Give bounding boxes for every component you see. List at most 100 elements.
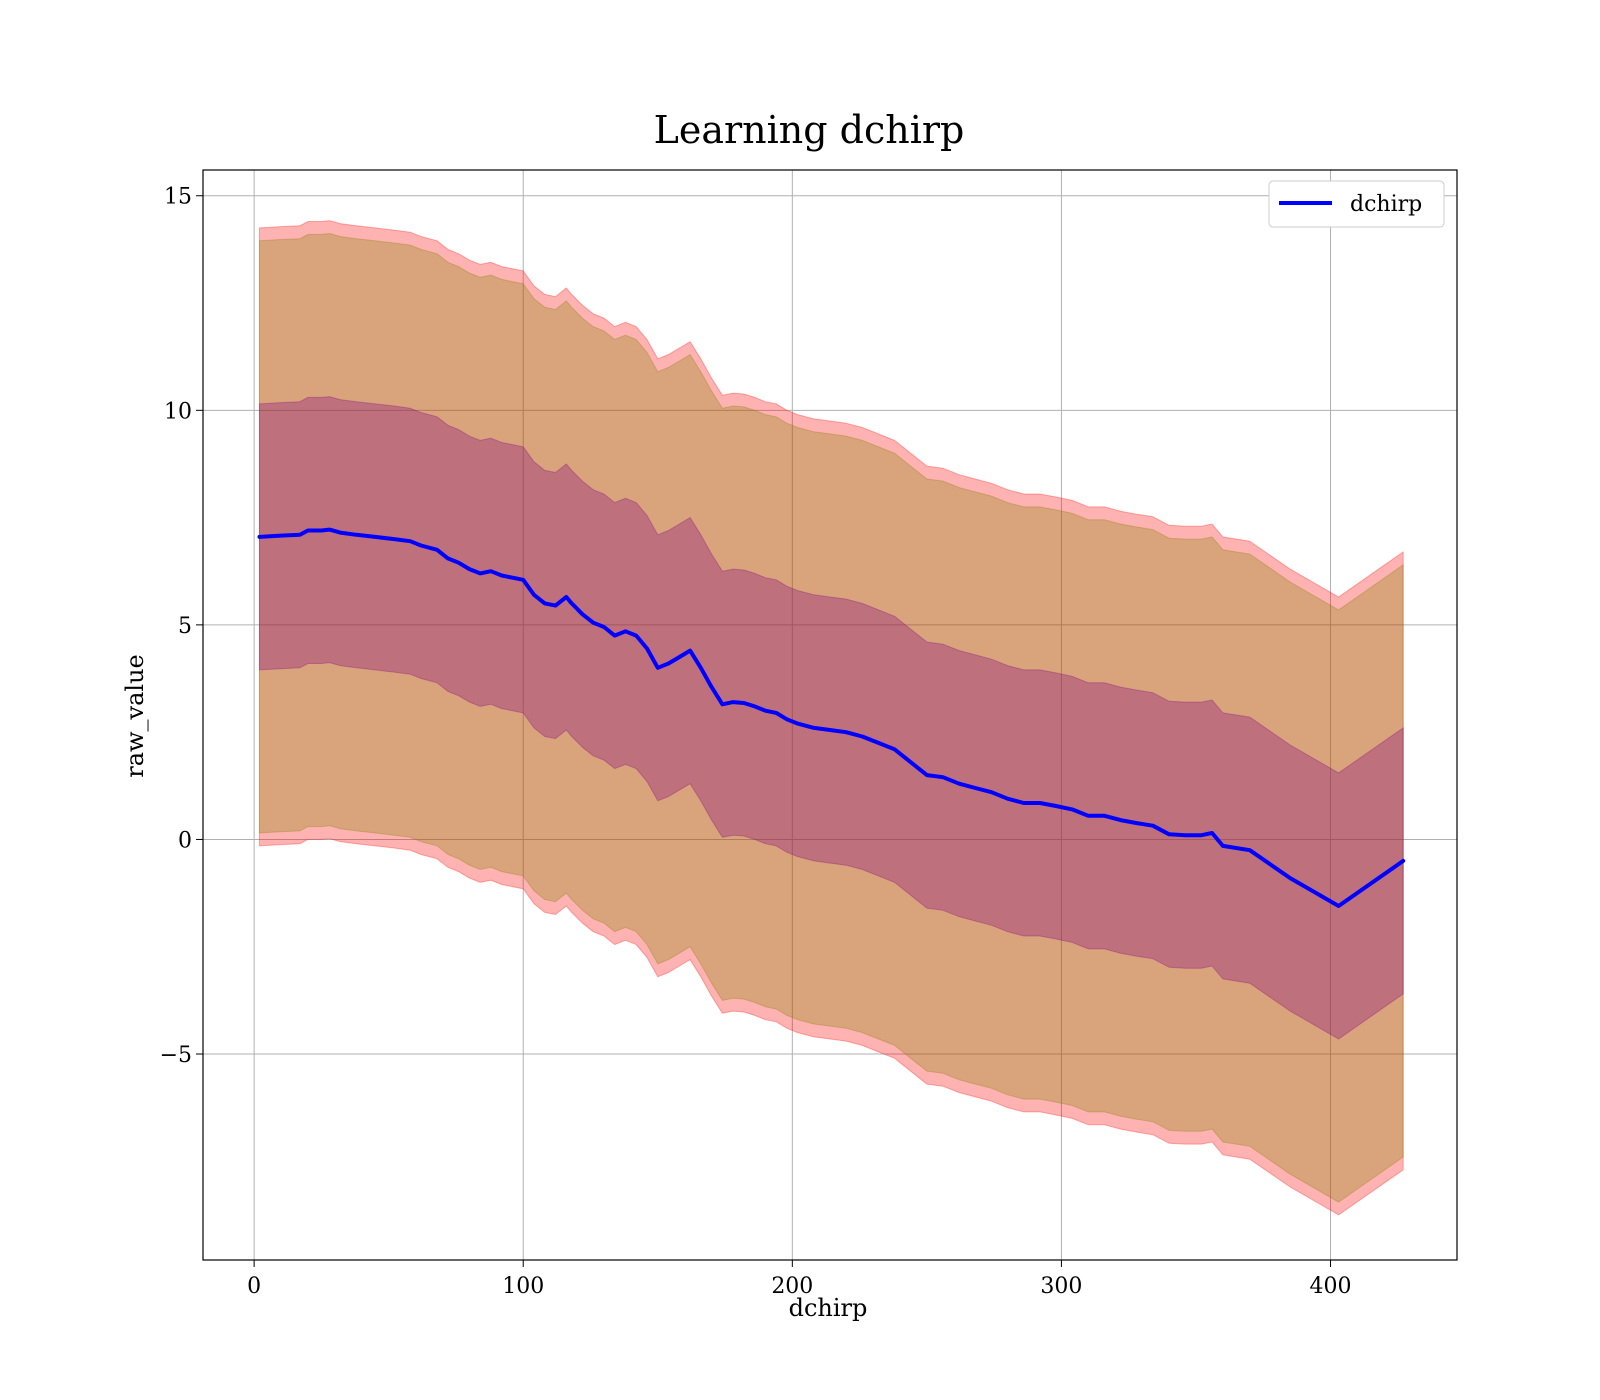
- data-point: [754, 705, 756, 707]
- data-point: [711, 686, 713, 688]
- data-point: [894, 748, 896, 750]
- x-tick-label: 0: [247, 1274, 261, 1299]
- data-point: [1120, 819, 1122, 821]
- confidence-bands: [259, 220, 1404, 1216]
- legend-box: [1268, 180, 1445, 228]
- data-point: [1039, 802, 1041, 804]
- data-point: [555, 605, 556, 607]
- data-point: [700, 667, 702, 669]
- data-point: [409, 540, 411, 542]
- data-point: [603, 626, 605, 628]
- data-point: [393, 538, 395, 540]
- band-area: [259, 232, 1404, 1203]
- data-point: [1168, 833, 1170, 835]
- data-point: [571, 602, 573, 604]
- x-axis-label: dchirp: [789, 1294, 868, 1322]
- legend-label: dchirp: [1350, 192, 1422, 217]
- data-point: [926, 774, 928, 776]
- data-point: [447, 557, 449, 559]
- data-point: [743, 702, 745, 704]
- y-axis-label: raw_value: [121, 654, 149, 778]
- data-point: [355, 534, 357, 536]
- y-tick-label: 15: [164, 185, 192, 210]
- data-point: [512, 577, 513, 579]
- data-point: [775, 712, 777, 714]
- data-point: [374, 536, 376, 538]
- data-point: [813, 727, 815, 729]
- series-lines: [257, 527, 1406, 908]
- data-point: [625, 630, 626, 632]
- data-point: [1023, 802, 1025, 804]
- data-point: [1402, 860, 1404, 862]
- data-point: [468, 568, 470, 570]
- data-point: [764, 710, 766, 712]
- band-area: [259, 396, 1404, 1040]
- data-point: [646, 648, 648, 649]
- plot-frame: [202, 169, 1458, 1261]
- data-point: [1200, 834, 1202, 836]
- data-point: [1055, 805, 1057, 807]
- data-point: [581, 613, 583, 615]
- data-point: [1211, 832, 1213, 834]
- data-point: [797, 723, 799, 725]
- data-point: [1136, 822, 1138, 824]
- data-point: [942, 776, 944, 778]
- data-point: [877, 742, 879, 744]
- legend: dchirp: [1268, 180, 1445, 228]
- y-tick-label: −5: [160, 1043, 192, 1068]
- data-point: [565, 596, 567, 598]
- data-point: [678, 656, 680, 658]
- data-point: [490, 570, 492, 572]
- data-point: [689, 650, 691, 652]
- data-point: [1184, 834, 1186, 836]
- data-point: [1007, 798, 1009, 800]
- y-tick-label: 0: [178, 828, 192, 853]
- data-point: [829, 729, 831, 731]
- data-point: [544, 602, 546, 604]
- x-tick-label: 200: [771, 1274, 813, 1299]
- data-point: [910, 761, 912, 763]
- data-point: [635, 635, 637, 637]
- x-tick-label: 300: [1040, 1274, 1082, 1299]
- y-tick-label: 5: [178, 614, 192, 639]
- data-point: [657, 667, 659, 669]
- data-point: [1222, 845, 1224, 847]
- x-tick-label: 400: [1310, 1274, 1352, 1299]
- data-point: [420, 545, 422, 546]
- data-point: [668, 663, 669, 664]
- data-point: [786, 718, 788, 720]
- data-point: [522, 579, 524, 581]
- grid: [203, 170, 1457, 1260]
- data-point: [592, 622, 594, 624]
- data-point: [479, 572, 481, 574]
- data-point: [614, 635, 616, 637]
- data-point: [1289, 877, 1291, 879]
- data-point: [339, 532, 341, 534]
- data-point: [958, 783, 960, 785]
- data-point: [1249, 849, 1251, 851]
- x-axis-ticks: 0 100 200 300 400: [247, 1260, 1352, 1299]
- x-tick-label: 100: [502, 1274, 544, 1299]
- data-point: [845, 731, 847, 733]
- data-point: [732, 701, 734, 703]
- data-point: [1071, 808, 1073, 810]
- data-point: [329, 529, 330, 531]
- data-point: [1152, 825, 1154, 827]
- data-point: [501, 575, 503, 576]
- data-point: [721, 703, 723, 705]
- data-point: [299, 534, 301, 536]
- y-tick-label: 10: [164, 399, 192, 424]
- data-point: [458, 562, 460, 564]
- data-point: [307, 530, 309, 531]
- data-point: [991, 791, 992, 793]
- chart-title: Learning dchirp: [654, 108, 965, 152]
- series-line-dchirp: [257, 527, 1406, 908]
- data-point: [1338, 905, 1340, 907]
- data-point: [861, 736, 863, 737]
- data-point: [259, 536, 260, 538]
- data-point: [533, 594, 535, 596]
- band-area: [259, 220, 1404, 1216]
- data-point: [1087, 815, 1089, 817]
- y-axis-ticks: −5 0 5 10 15: [160, 185, 203, 1068]
